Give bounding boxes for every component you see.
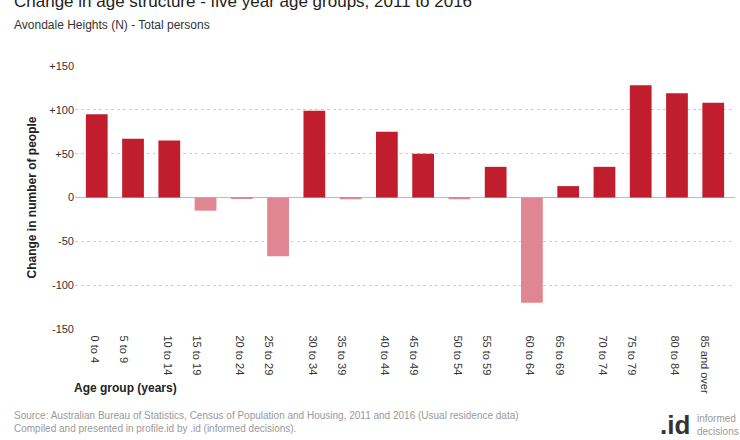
svg-text:Change in number of people: Change in number of people [25, 116, 39, 278]
svg-text:Source: Australian Bureau of S: Source: Australian Bureau of Statistics,… [14, 410, 519, 434]
svg-text:-100: -100 [52, 279, 74, 291]
svg-text:45 to 49: 45 to 49 [408, 336, 420, 376]
svg-text:Age group (years): Age group (years) [74, 381, 177, 395]
svg-text:70 to 74: 70 to 74 [597, 336, 609, 376]
svg-text:Avondale Heights (N) - Total p: Avondale Heights (N) - Total persons [14, 18, 210, 32]
svg-text:5 to 9: 5 to 9 [118, 336, 130, 364]
svg-text:65 to 69: 65 to 69 [554, 336, 566, 376]
svg-text:25 to 29: 25 to 29 [263, 336, 275, 376]
svg-text:+150: +150 [49, 60, 74, 72]
svg-text:35 to 39: 35 to 39 [336, 336, 348, 376]
svg-text:.id: .id [660, 410, 690, 440]
svg-text:Change in age structure - five: Change in age structure - five year age … [14, 0, 472, 11]
svg-text:+50: +50 [55, 148, 74, 160]
svg-text:40 to 44: 40 to 44 [379, 336, 391, 376]
svg-text:20 to 24: 20 to 24 [234, 336, 246, 376]
svg-text:+100: +100 [49, 104, 74, 116]
svg-text:80 to 84: 80 to 84 [669, 336, 681, 376]
svg-text:85 and over: 85 and over [699, 336, 711, 394]
svg-text:informeddecisions: informeddecisions [697, 413, 739, 437]
svg-text:50 to 54: 50 to 54 [452, 336, 464, 376]
svg-text:0 to 4: 0 to 4 [89, 336, 101, 364]
svg-text:75 to 79: 75 to 79 [626, 336, 638, 376]
svg-text:-150: -150 [52, 323, 74, 335]
svg-text:-50: -50 [58, 235, 74, 247]
svg-text:10 to 14: 10 to 14 [162, 336, 174, 376]
svg-text:0: 0 [68, 191, 74, 203]
svg-text:15 to 19: 15 to 19 [191, 336, 203, 376]
svg-text:30 to 34: 30 to 34 [307, 336, 319, 376]
svg-text:60 to 64: 60 to 64 [524, 336, 536, 376]
svg-text:55 to 59: 55 to 59 [481, 336, 493, 376]
